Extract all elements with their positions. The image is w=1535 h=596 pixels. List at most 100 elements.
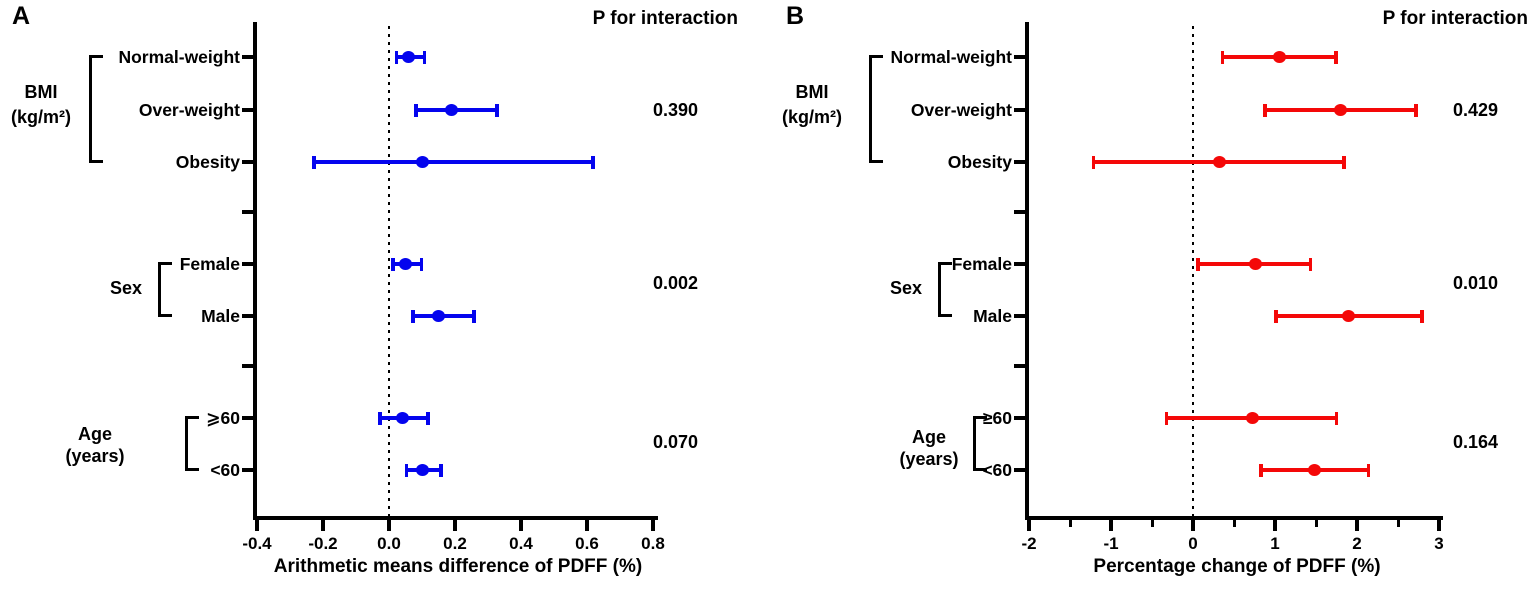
category-label: Over-weight bbox=[138, 100, 240, 120]
x-axis-tick-label: 1 bbox=[1270, 534, 1280, 553]
group-label: Sex bbox=[109, 278, 143, 298]
category-tick bbox=[1014, 468, 1025, 472]
point-estimate bbox=[395, 412, 409, 424]
group-label: BMI bbox=[24, 82, 58, 102]
group-bracket bbox=[158, 262, 172, 317]
p-value-bmi: 0.390 bbox=[652, 100, 698, 120]
x-axis-major-tick bbox=[1191, 520, 1195, 531]
group-label: BMI bbox=[795, 82, 829, 102]
x-axis-tick-label: -2 bbox=[1021, 534, 1037, 553]
p-for-interaction-header: P for interaction bbox=[1382, 8, 1528, 29]
ci-cap-high bbox=[1414, 103, 1418, 117]
category-label: Obesity bbox=[947, 152, 1012, 172]
row-separator-tick bbox=[242, 210, 253, 214]
category-tick bbox=[242, 468, 253, 472]
category-tick bbox=[1014, 262, 1025, 266]
row-separator-tick bbox=[242, 364, 253, 368]
x-axis-major-tick bbox=[585, 520, 589, 531]
ci-cap-high bbox=[1308, 257, 1313, 271]
x-axis-tick-label: 0.4 bbox=[509, 534, 533, 553]
category-tick bbox=[242, 416, 253, 420]
group-bracket bbox=[869, 55, 883, 163]
x-axis-tick-label: 0.0 bbox=[377, 534, 401, 553]
x-axis-tick-label: -0.2 bbox=[308, 534, 338, 553]
p-value-sex: 0.002 bbox=[652, 273, 698, 293]
x-axis-major-tick bbox=[1355, 520, 1359, 531]
category-label: Obesity bbox=[175, 152, 240, 172]
x-axis-major-tick bbox=[453, 520, 457, 531]
category-tick bbox=[242, 314, 253, 318]
category-tick bbox=[1014, 108, 1025, 112]
group-bracket bbox=[89, 55, 103, 163]
ci-cap-high bbox=[591, 155, 595, 169]
zero-reference-line bbox=[1192, 26, 1194, 516]
ci-cap-high bbox=[1420, 309, 1424, 323]
x-axis-minor-tick bbox=[1232, 520, 1236, 527]
x-axis-tick-label: 0.6 bbox=[575, 534, 599, 553]
category-label: ⩾60 bbox=[205, 408, 240, 428]
panel-letter-a: A bbox=[12, 2, 31, 30]
x-axis-tick-label: 0.8 bbox=[641, 534, 665, 553]
x-axis-major-tick bbox=[387, 520, 391, 531]
category-tick bbox=[242, 262, 253, 266]
panel-letter-b: B bbox=[786, 2, 805, 30]
point-estimate bbox=[1307, 464, 1321, 476]
x-axis-tick-label: -1 bbox=[1103, 534, 1119, 553]
x-axis-tick-label: 2 bbox=[1352, 534, 1362, 553]
category-tick bbox=[1014, 55, 1025, 59]
point-estimate bbox=[432, 310, 445, 322]
category-label: <60 bbox=[982, 460, 1012, 480]
ci-cap-low bbox=[312, 155, 316, 169]
point-estimate bbox=[1272, 51, 1286, 63]
ci-cap-low bbox=[1091, 155, 1096, 169]
category-tick bbox=[1014, 314, 1025, 318]
point-estimate bbox=[1212, 156, 1226, 168]
x-axis-major-tick bbox=[321, 520, 325, 531]
point-estimate bbox=[1342, 310, 1356, 322]
category-label: Male bbox=[973, 306, 1012, 326]
ci-cap-low bbox=[394, 50, 399, 64]
point-estimate bbox=[1248, 258, 1262, 270]
category-tick bbox=[242, 160, 253, 164]
category-label: Normal-weight bbox=[890, 47, 1012, 67]
p-value-sex: 0.010 bbox=[1452, 273, 1498, 293]
ci-cap-low bbox=[1259, 463, 1263, 477]
group-label: (kg/m²) bbox=[782, 107, 842, 127]
point-estimate bbox=[415, 464, 429, 476]
ci-cap-high bbox=[1342, 155, 1346, 169]
x-axis-minor-tick bbox=[1150, 520, 1154, 527]
ci-cap-high bbox=[439, 463, 443, 477]
ci-cap-high bbox=[426, 411, 430, 425]
x-axis-major-tick bbox=[1437, 520, 1441, 531]
ci-cap-high bbox=[422, 50, 427, 64]
ci-line bbox=[313, 160, 594, 164]
ci-cap-low bbox=[1220, 50, 1225, 64]
group-bracket bbox=[973, 416, 987, 471]
zero-reference-line bbox=[388, 26, 390, 516]
x-axis-tick-label: 3 bbox=[1434, 534, 1444, 553]
x-axis-line bbox=[253, 516, 658, 520]
category-label: <60 bbox=[210, 460, 240, 480]
point-estimate bbox=[1245, 412, 1259, 424]
category-label: Over-weight bbox=[910, 100, 1012, 120]
x-axis-minor-tick bbox=[1314, 520, 1318, 527]
x-axis-major-tick bbox=[1109, 520, 1113, 531]
point-estimate bbox=[415, 156, 429, 168]
y-axis-spine bbox=[1025, 22, 1029, 520]
ci-cap-low bbox=[404, 463, 408, 477]
ci-cap-high bbox=[1334, 411, 1339, 425]
ci-cap-low bbox=[378, 411, 382, 425]
ci-cap-high bbox=[495, 103, 499, 117]
point-estimate bbox=[1334, 104, 1348, 116]
p-for-interaction-header: P for interaction bbox=[592, 8, 738, 29]
group-label: (kg/m²) bbox=[11, 107, 71, 127]
category-label: Normal-weight bbox=[118, 47, 240, 67]
p-value-age: 0.070 bbox=[652, 432, 698, 452]
group-label: (years) bbox=[65, 446, 125, 466]
x-axis-tick-label: 0 bbox=[1188, 534, 1198, 553]
ci-cap-low bbox=[414, 103, 418, 117]
x-axis-major-tick bbox=[519, 520, 523, 531]
ci-cap-low bbox=[1263, 103, 1267, 117]
category-tick bbox=[242, 55, 253, 59]
